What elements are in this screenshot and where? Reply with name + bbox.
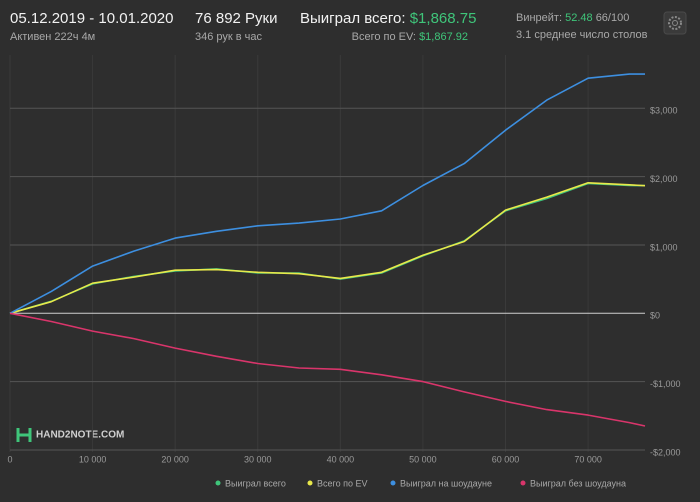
ev-value: $1,867.92 (419, 31, 468, 43)
legend-item: Всего по EV (307, 478, 367, 488)
x-tick-label: 10 000 (79, 454, 107, 464)
tables: 3.1 среднее число столов (516, 29, 648, 41)
active-time: Активен 222ч 4м (10, 31, 96, 43)
legend-swatch (307, 480, 313, 486)
legend-label: Выиграл без шоудауна (530, 478, 626, 488)
series-line (9, 182, 646, 315)
date-range: 05.12.2019 - 10.01.2020 (10, 10, 174, 27)
legend-swatch (520, 480, 526, 486)
legend-label: Выиграл всего (225, 478, 286, 488)
legend-label: Выиграл на шоудауне (400, 478, 492, 488)
y-tick-label: $1,000 (650, 242, 678, 252)
winrate-extra: 66/100 (595, 12, 630, 24)
winrate: Винрейт: 52.48 66/100 (516, 12, 629, 24)
legend-swatch (215, 480, 221, 486)
winrate-label: Винрейт: (516, 12, 563, 24)
logo: HAND2NOTE.COM (16, 428, 124, 442)
legend-label: Всего по EV (317, 478, 367, 488)
settings-icon[interactable] (663, 11, 687, 35)
y-tick-label: -$1,000 (650, 379, 681, 389)
won-total: Выиграл всего: $1,868.75 (300, 10, 476, 27)
x-tick-label: 20 000 (161, 454, 189, 464)
series-line (9, 73, 645, 315)
legend-item: Выиграл на шоудауне (390, 478, 492, 488)
x-tick-label: 60 000 (492, 454, 520, 464)
logo-text: HAND2NOTE.COM (36, 430, 124, 441)
x-tick-label: 0 (7, 454, 12, 464)
won-value: $1,868.75 (409, 10, 477, 27)
legend-item: Выиграл без шоудауна (520, 478, 626, 488)
y-tick-label: -$2,000 (650, 447, 681, 457)
hands-per-hour: 346 рук в час (195, 31, 263, 43)
ev-label: Всего по EV: (351, 31, 416, 43)
ev-total: Всего по EV: $1,867.92 (352, 31, 468, 43)
y-tick-label: $2,000 (650, 174, 678, 184)
winrate-value: 52.48 (565, 12, 593, 24)
x-tick-label: 30 000 (244, 454, 272, 464)
legend-swatch (390, 480, 396, 486)
won-label: Выиграл всего: (300, 10, 406, 27)
hands: 76 892 Руки (195, 10, 278, 27)
y-tick-label: $3,000 (650, 106, 678, 116)
legend-item: Выиграл всего (215, 478, 286, 488)
series-line (9, 182, 646, 315)
x-tick-label: 40 000 (327, 454, 355, 464)
x-tick-label: 70 000 (574, 454, 602, 464)
x-tick-label: 50 000 (409, 454, 437, 464)
series-line (9, 312, 646, 427)
y-tick-label: $0 (650, 311, 660, 321)
